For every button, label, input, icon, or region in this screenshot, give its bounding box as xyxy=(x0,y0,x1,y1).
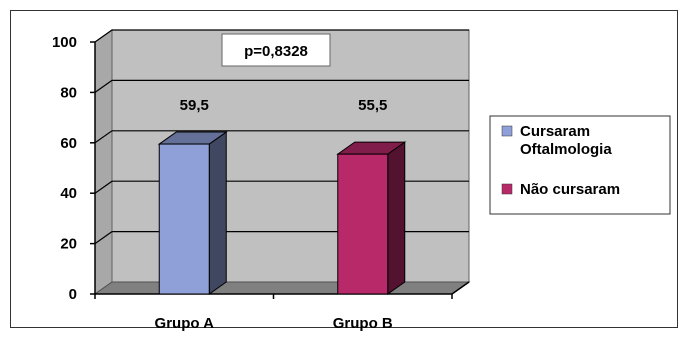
legend-label: Cursaram xyxy=(520,123,590,140)
data-label: 59,5 xyxy=(180,97,209,114)
annotation-box xyxy=(221,33,331,67)
x-axis-depth xyxy=(451,281,470,295)
y-tick-label: 0 xyxy=(69,286,77,303)
x-tick-label: Grupo B xyxy=(333,315,393,332)
y-tick-label: 40 xyxy=(60,185,77,202)
legend-label: Oftalmologia xyxy=(520,141,612,158)
bar-side xyxy=(208,131,227,295)
legend-box xyxy=(489,115,671,215)
legend-swatch xyxy=(501,125,513,137)
bar-side xyxy=(387,141,406,295)
y-tick-label: 20 xyxy=(60,236,77,253)
legend-item: Não cursaram xyxy=(501,181,620,198)
gridline xyxy=(94,79,469,93)
y-tick-label: 60 xyxy=(60,135,77,152)
legend-label: Não cursaram xyxy=(520,181,620,198)
bar-front xyxy=(337,153,389,295)
bar-grupo-a xyxy=(157,131,228,295)
annotation-text: p=0,8328 xyxy=(244,43,308,60)
chart-floor xyxy=(93,281,471,295)
bar-front xyxy=(158,143,210,295)
gridline xyxy=(94,130,469,144)
y-tick-label: 100 xyxy=(52,34,77,51)
data-label: 55,5 xyxy=(358,97,387,114)
gridline xyxy=(94,29,469,43)
y-tick-label: 80 xyxy=(60,84,77,101)
bar-grupo-b xyxy=(336,141,407,295)
legend-swatch xyxy=(501,183,513,195)
chart-side-wall xyxy=(94,29,113,295)
x-tick-label: Grupo A xyxy=(155,315,215,332)
